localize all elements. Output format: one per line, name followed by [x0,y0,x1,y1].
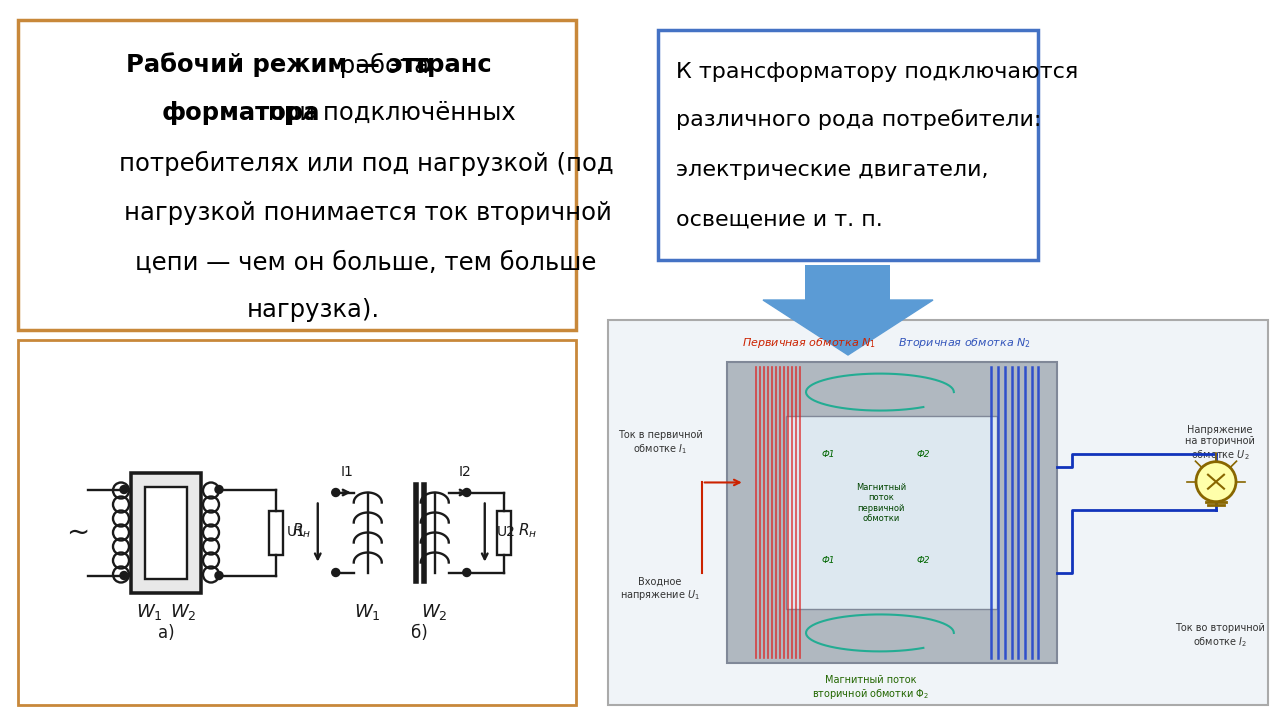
Text: U1: U1 [287,526,306,539]
Text: Магнитный
поток
первичной
обмотки: Магнитный поток первичной обмотки [856,483,906,523]
Text: Входное
напряжение $U_1$: Входное напряжение $U_1$ [620,577,700,603]
Text: $R_н$: $R_н$ [517,521,536,540]
Circle shape [120,572,128,580]
Circle shape [215,485,223,493]
Text: ~: ~ [67,518,90,546]
Text: I2: I2 [458,466,471,480]
Text: электрические двигатели,: электрические двигатели, [676,160,988,180]
Text: Вторичная обмотка $N_2$: Вторичная обмотка $N_2$ [897,336,1030,351]
Text: $W_1$: $W_1$ [355,603,381,623]
Polygon shape [763,300,933,355]
FancyBboxPatch shape [608,320,1268,705]
Text: Первичная обмотка $N_1$: Первичная обмотка $N_1$ [742,336,877,351]
Circle shape [1196,462,1236,502]
Text: Ток в первичной
обмотке $I_1$: Ток в первичной обмотке $I_1$ [618,431,703,456]
Text: Ток во вторичной
обмотке $I_2$: Ток во вторичной обмотке $I_2$ [1175,623,1265,649]
Text: I1: I1 [340,466,353,480]
Text: освещение и т. п.: освещение и т. п. [676,210,883,230]
Text: $W_2$: $W_2$ [170,603,196,623]
Text: а): а) [157,624,174,642]
Text: К трансформатору подключаются: К трансформатору подключаются [676,62,1078,82]
Text: различного рода потребители:: различного рода потребители: [676,109,1042,130]
Bar [805,265,891,300]
Text: Рабочий режим — это: Рабочий режим — это [127,53,434,78]
Text: Ф1: Ф1 [822,556,835,565]
Text: U2: U2 [497,526,516,539]
Text: Магнитный поток
вторичной обмотки $\Phi_2$: Магнитный поток вторичной обмотки $\Phi_… [812,675,929,701]
Text: б): б) [411,624,428,642]
Bar [131,472,201,593]
Text: форматора: форматора [161,101,320,125]
Text: Напряжение
на вторичной
обмотке $U_2$: Напряжение на вторичной обмотке $U_2$ [1185,425,1254,462]
Text: $W_1$: $W_1$ [136,603,163,623]
Text: нагрузкой понимается ток вторичной: нагрузкой понимается ток вторичной [124,201,612,225]
Text: $R_н$: $R_н$ [292,521,311,540]
Text: цепи — чем он больше, тем больше: цепи — чем он больше, тем больше [134,251,596,275]
Text: работа: работа [333,53,436,78]
FancyBboxPatch shape [18,340,576,705]
Bar [145,487,187,578]
Circle shape [215,572,223,580]
FancyBboxPatch shape [658,30,1038,260]
Text: потребителях или под нагрузкой (под: потребителях или под нагрузкой (под [119,150,614,176]
Circle shape [120,485,128,493]
Bar [727,362,1057,662]
Circle shape [463,488,471,497]
Text: Ф1: Ф1 [822,450,835,459]
Circle shape [332,488,339,497]
Circle shape [463,569,471,577]
Circle shape [332,569,339,577]
Text: при подключённых: при подключённых [260,101,516,125]
Text: транс: транс [413,53,493,77]
Text: Ф2: Ф2 [916,450,931,459]
Bar [269,510,283,554]
FancyBboxPatch shape [18,20,576,330]
Text: $W_2$: $W_2$ [421,603,448,623]
Bar [786,416,997,608]
Text: нагрузка).: нагрузка). [246,298,379,322]
Text: Ф2: Ф2 [916,556,931,565]
Bar [497,510,511,554]
